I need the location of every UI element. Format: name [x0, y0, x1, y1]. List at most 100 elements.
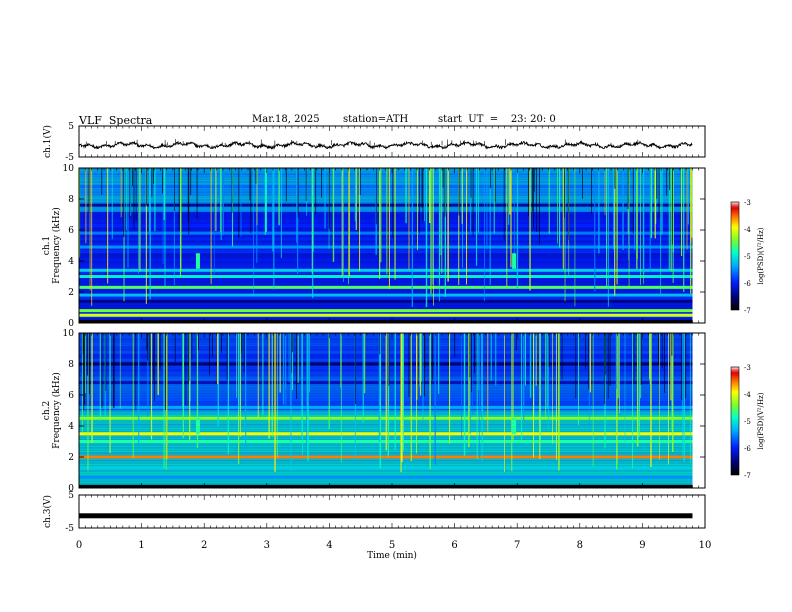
- ch2-colorbar-tick: -5: [744, 418, 751, 426]
- ch2-colorbar-cell: [731, 436, 739, 439]
- ch2-colorbar-cell: [731, 465, 739, 468]
- ch1-colorbar-cell: [731, 239, 739, 242]
- ch2-colorbar-cell: [731, 471, 739, 474]
- ch2-colorbar-cell: [731, 442, 739, 445]
- ch2-row: [79, 469, 693, 473]
- ch2-colorbar-cell: [731, 467, 739, 470]
- ch1-colorbar-cell: [731, 295, 739, 298]
- ch2-band: [79, 466, 693, 470]
- ch1-row: [79, 317, 693, 321]
- ch2-colorbar-cell: [731, 384, 739, 387]
- x-tick-label: 4: [326, 540, 332, 551]
- ch2-colorbar-cell: [731, 408, 739, 411]
- ch1-colorbar-cell: [731, 288, 739, 291]
- ch1-ylabel: ch.1(V): [42, 125, 53, 158]
- ch1-colorbar-cell: [731, 208, 739, 211]
- ch1-band: [79, 268, 693, 272]
- ch1-ytick-label: 10: [63, 164, 75, 174]
- ch2-colorbar-cell: [731, 370, 739, 373]
- ch1-colorbar-cell: [731, 255, 739, 258]
- ch1-row: [79, 229, 693, 233]
- ch1-ytick-label: 2: [68, 288, 74, 298]
- ch1-colorbar-cell: [731, 230, 739, 233]
- ch2-colorbar-tick: -6: [744, 445, 751, 453]
- ch1-band: [79, 309, 693, 313]
- ch1-colorbar-cell: [731, 248, 739, 251]
- ch1-row: [79, 221, 693, 225]
- ch2-colorbar-cell: [731, 458, 739, 461]
- ch1-row: [79, 216, 693, 220]
- ch2-colorbar-cell: [731, 375, 739, 378]
- ch1-row: [79, 195, 693, 199]
- ch1-colorbar-cell: [731, 261, 739, 264]
- ch1-band: [79, 299, 693, 303]
- ch1-colorbar-cell: [731, 225, 739, 228]
- ch1-row: [79, 281, 693, 285]
- ch2-colorbar-cell: [731, 391, 739, 394]
- x-tick-label: 9: [639, 540, 645, 551]
- ch2-colorbar-cell: [731, 390, 739, 393]
- ch2-row: [79, 453, 693, 457]
- ch2-colorbar-cell: [731, 447, 739, 450]
- ch1-row: [79, 170, 693, 174]
- ch1-row: [79, 263, 693, 267]
- ch1-colorbar-cell: [731, 273, 739, 276]
- ch3-ylabel: ch.3(V): [42, 495, 53, 528]
- ch1-row: [79, 172, 693, 176]
- ch2-colorbar-cell: [731, 424, 739, 427]
- ch1-row: [79, 190, 693, 194]
- ch2-row: [79, 479, 693, 483]
- x-tick-label: 7: [514, 540, 520, 551]
- ch2-colorbar-cell: [731, 462, 739, 465]
- ch1-colorbar-cell: [731, 300, 739, 303]
- ch2-colorbar-cell: [731, 438, 739, 441]
- ch1-band: [79, 223, 693, 227]
- ch1-band: [79, 275, 693, 278]
- x-tick-label: 5: [389, 540, 395, 551]
- ch1-row: [79, 175, 693, 179]
- ch1-colorbar-cell: [731, 244, 739, 247]
- ch1-colorbar-cell: [731, 221, 739, 224]
- ch1-colorbar-cell: [731, 253, 739, 256]
- ch2-ytick-label: 8: [68, 360, 74, 370]
- ch1-colorbar-tick: -3: [744, 199, 751, 207]
- ch1-row: [79, 265, 693, 269]
- ch1-row: [79, 255, 693, 259]
- x-tick-label: 2: [201, 540, 207, 551]
- ch1-row: [79, 198, 693, 202]
- ch1-colorbar-tick: -7: [744, 307, 751, 315]
- ch2-colorbar-cell: [731, 366, 739, 369]
- ch2-row: [79, 472, 693, 476]
- ch1-colorbar-cell: [731, 219, 739, 222]
- ch2-spectrogram: [79, 332, 693, 488]
- x-axis-label: Time (min): [367, 550, 417, 561]
- ch2-row: [79, 461, 693, 465]
- ch1-row: [79, 307, 693, 311]
- ch1-trace: [78, 139, 693, 150]
- ch1-row: [79, 188, 693, 192]
- ch2-colorbar-cell: [731, 431, 739, 434]
- chart-title: VLF Spectra: [79, 114, 153, 127]
- ch1-row: [79, 180, 693, 184]
- station-label: station=ATH: [343, 114, 409, 125]
- ch2-colorbar-cell: [731, 413, 739, 416]
- ch2-colorbar: [730, 366, 740, 476]
- ch1-row: [79, 177, 693, 181]
- ch2-ytick-label: 2: [68, 453, 74, 463]
- ch1-colorbar-cell: [731, 264, 739, 267]
- ch1-row: [79, 226, 693, 230]
- ch1-colorbar-cell: [731, 266, 739, 269]
- ch2-band: [79, 475, 693, 479]
- ch1-colorbar-cell: [731, 286, 739, 289]
- ch1-colorbar-cell: [731, 226, 739, 229]
- ch1-colorbar-cell: [731, 205, 739, 208]
- ch2-ytick-label: 6: [68, 391, 74, 401]
- ch2-colorbar-cell: [731, 417, 739, 420]
- ch2-colorbar-cell: [731, 451, 739, 454]
- ch1-colorbar-cell: [731, 246, 739, 249]
- ch1-ytick-label: 8: [68, 195, 74, 205]
- ch1-colorbar-cell: [731, 279, 739, 282]
- ch2-spot: [195, 418, 200, 434]
- ch2-ylabel: Frequency (kHz): [51, 372, 62, 449]
